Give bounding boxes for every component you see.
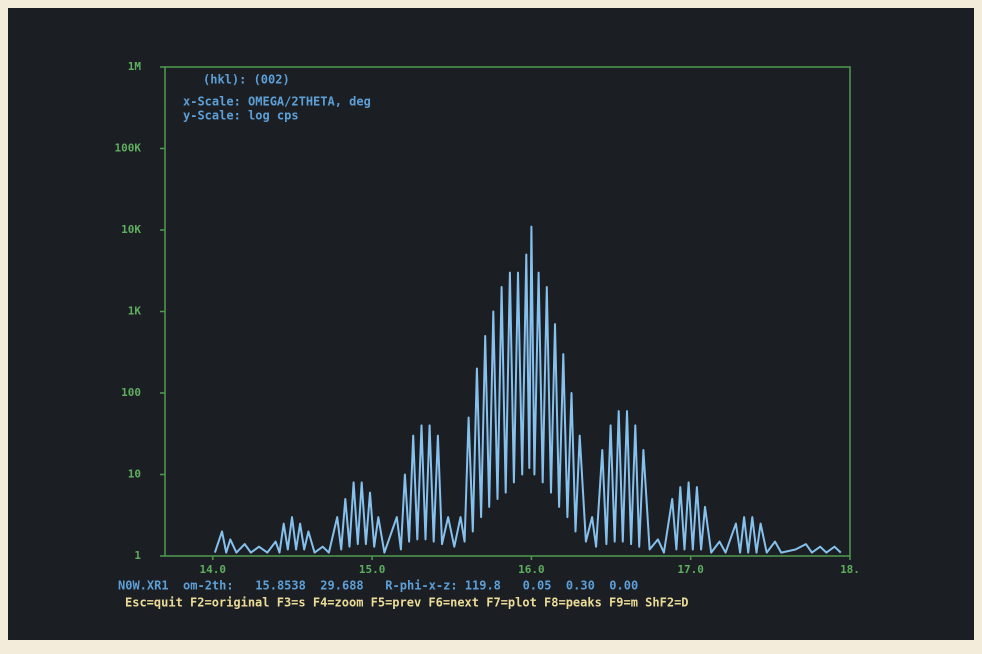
x-tick-label: 15.0 [359,563,386,576]
y-tick-label: 10K [121,223,141,236]
annotation: y-Scale: log cps [183,109,299,123]
y-tick-label: 1 [134,549,141,562]
y-tick-label: 10 [128,468,141,481]
x-tick-label: 16.0 [518,563,545,576]
status-line: N0W.XR1 om-2th: 15.8538 29.688 R-phi-x-z… [118,579,638,593]
data-line [213,225,842,554]
crt [8,8,974,640]
annotation: x-Scale: OMEGA/2THETA, deg [183,95,371,109]
x-tick-label: 17.0 [677,563,704,576]
y-tick-label: 1K [128,305,142,318]
y-tick-label: 100 [121,386,141,399]
y-tick-label: 100K [115,142,142,155]
x-tick-label: 18. [840,563,860,576]
x-tick-label: 14.0 [200,563,227,576]
y-tick-label: 1M [128,60,142,73]
function-keys: Esc=quit F2=original F3=s F4=zoom F5=pre… [125,596,689,610]
annotation: (hkl): (002) [203,73,290,87]
